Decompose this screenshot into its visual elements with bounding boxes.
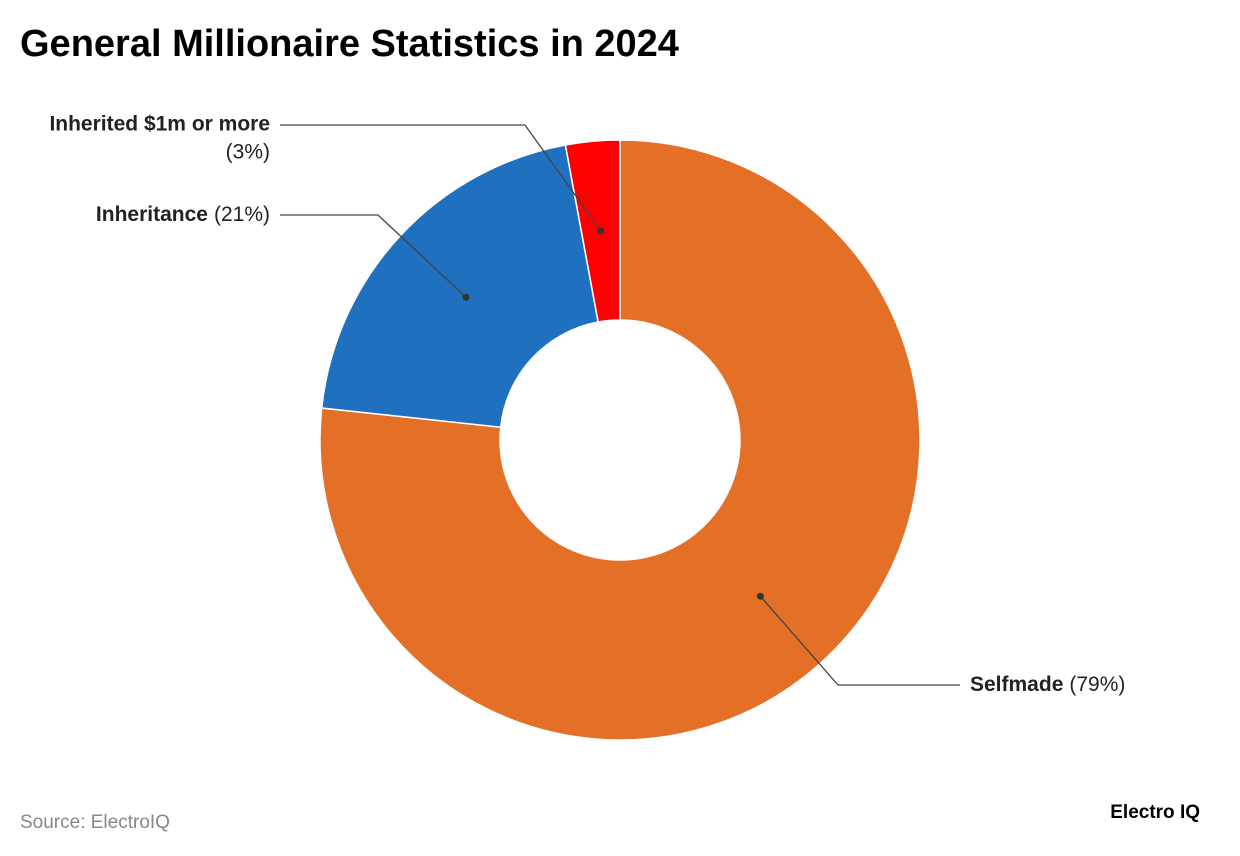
value-label: (21%)	[214, 203, 270, 226]
value-label: (3%)	[226, 141, 270, 164]
category-name: Selfmade	[970, 673, 1063, 696]
value-label: (79%)	[1069, 673, 1125, 696]
slice-label: Selfmade (79%)	[970, 673, 1125, 696]
slice-label: Inheritance (21%)	[96, 203, 270, 226]
leader-dot	[462, 293, 470, 301]
source: Source: ElectroIQ	[20, 812, 170, 833]
slice-label: Inherited $1m or more	[49, 113, 270, 136]
leader-dot	[756, 592, 764, 600]
chart-title: General Millionaire Statistics in 2024	[20, 23, 679, 65]
slice	[320, 144, 600, 429]
leader-line	[759, 595, 960, 686]
leader-line	[280, 124, 602, 232]
slice	[319, 139, 921, 741]
category-name: Inheritance	[96, 203, 208, 226]
leader-line	[280, 214, 467, 298]
slice	[564, 139, 621, 323]
brand: Electro IQ	[1110, 802, 1200, 823]
leader-dot	[597, 227, 605, 235]
